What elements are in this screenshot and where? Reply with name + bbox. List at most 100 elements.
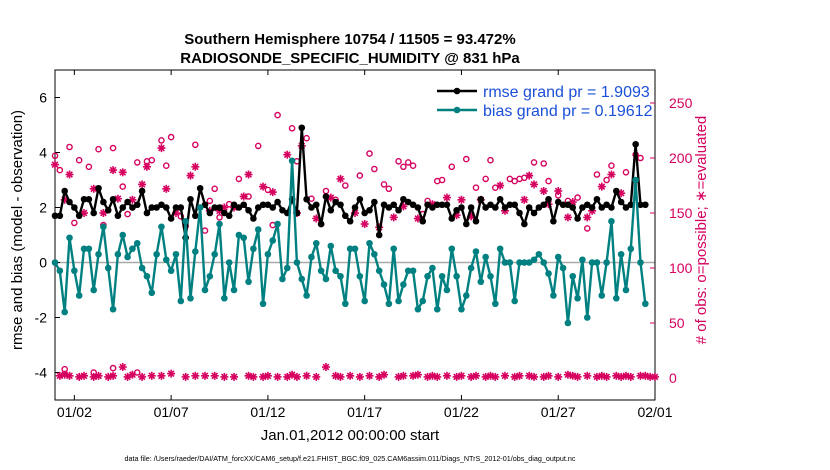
- bias-point: [235, 231, 243, 239]
- bias-point: [516, 259, 523, 266]
- x-tick-label: 02/01: [637, 404, 672, 420]
- bias-point: [559, 264, 567, 272]
- evaluated-asterisk-point: [239, 192, 248, 201]
- evaluated-asterisk-point: [118, 168, 127, 177]
- possible-circle-point: [462, 155, 470, 163]
- bias-point: [254, 226, 262, 233]
- rmse-point: [588, 204, 596, 211]
- bias-point: [85, 245, 93, 253]
- evaluated_low-asterisk-point: [249, 372, 258, 381]
- footnote: data file: /Users/raeder/DAI/ATM_forcXX/…: [125, 454, 576, 463]
- bias-point: [80, 245, 88, 253]
- possible-circle-point: [75, 156, 83, 164]
- possible-circle-point: [574, 194, 581, 201]
- evaluated_low-asterisk-point: [302, 371, 311, 380]
- rmse-point: [366, 206, 373, 214]
- evaluated_low-asterisk-point: [544, 371, 553, 380]
- possible-circle-point: [274, 111, 281, 119]
- rmse-point: [235, 204, 243, 211]
- bias-point: [133, 239, 141, 247]
- rmse-point: [390, 201, 398, 209]
- bias-point: [409, 267, 417, 275]
- rmse-point: [254, 204, 262, 211]
- possible-circle-point: [56, 166, 64, 174]
- possible-circle-point: [448, 163, 456, 171]
- bias-point: [395, 297, 402, 305]
- bias-point: [279, 275, 286, 283]
- rmse-point: [395, 206, 402, 214]
- rmse-point: [472, 217, 480, 225]
- bias-point: [375, 267, 383, 275]
- possible-circle-point: [95, 145, 102, 153]
- rmse-point: [477, 195, 485, 203]
- rmse-point: [158, 201, 165, 209]
- evaluated_low-asterisk-point: [263, 371, 272, 380]
- rmse-point: [317, 220, 325, 228]
- bias-point: [356, 272, 364, 280]
- evaluated_low-asterisk-point: [138, 372, 147, 381]
- x-tick-label: 01/07: [154, 404, 189, 420]
- rmse-point: [453, 206, 460, 214]
- rmse-point: [221, 209, 228, 217]
- rmse-point: [414, 204, 422, 211]
- possible-circle-point: [119, 183, 127, 190]
- rmse-point: [312, 201, 320, 209]
- evaluated_low-asterisk-point: [380, 370, 389, 379]
- bias-point: [327, 242, 335, 250]
- evaluated_low-asterisk-point: [471, 371, 480, 380]
- evaluated-asterisk-point: [530, 180, 539, 189]
- possible-circle-point: [622, 168, 630, 176]
- evaluated_low-asterisk-point: [626, 372, 635, 381]
- possible-circle-point: [109, 144, 117, 152]
- rmse-point: [482, 204, 489, 211]
- rmse-point: [240, 201, 248, 209]
- rmse-point: [230, 201, 238, 209]
- evaluated-asterisk-point: [65, 170, 74, 179]
- possible-circle-point: [385, 185, 393, 193]
- evaluated_low-asterisk-point: [181, 372, 190, 381]
- rmse-point: [516, 209, 523, 217]
- possible-circle-point: [162, 162, 170, 169]
- bias-point: [467, 264, 475, 272]
- legend-label-bias: bias grand pr = 0.19612: [483, 103, 653, 120]
- possible-circle-point: [254, 142, 262, 150]
- evaluated_low-asterisk-point: [94, 371, 103, 380]
- bias-point: [337, 272, 344, 280]
- evaluated_low-asterisk-point: [602, 372, 611, 381]
- possible-circle-point: [540, 160, 548, 167]
- rmse-point: [579, 204, 586, 211]
- rmse-point: [400, 195, 407, 203]
- bias-point: [438, 272, 446, 280]
- bias-point: [332, 267, 339, 275]
- rmse-point: [71, 204, 78, 211]
- evaluated-asterisk-point: [142, 162, 151, 171]
- bias-point: [274, 220, 281, 228]
- bias-point: [182, 217, 189, 225]
- rmse-point: [192, 212, 199, 220]
- rmse-point: [162, 204, 170, 211]
- rmse-point: [133, 201, 141, 209]
- evaluated_low-asterisk-point: [321, 363, 330, 371]
- bias-point: [61, 308, 68, 316]
- evaluated-asterisk-point: [442, 193, 451, 202]
- evaluated_low-asterisk-point: [530, 372, 539, 381]
- rmse-point: [337, 201, 344, 209]
- rmse-point: [269, 204, 277, 211]
- bias-point: [598, 292, 606, 299]
- bias-point: [496, 245, 504, 253]
- chart-title-line1: Southern Hemisphere 10754 / 11505 = 93.4…: [184, 31, 515, 48]
- bias-point: [124, 253, 131, 261]
- evaluated_low-asterisk-point: [220, 372, 229, 381]
- bias-point: [153, 250, 160, 258]
- possible-circle-point: [133, 159, 141, 166]
- evaluated-asterisk-point: [191, 162, 200, 171]
- bias-point: [487, 272, 494, 280]
- bias-point: [617, 250, 625, 258]
- bias-point: [138, 264, 146, 272]
- bias-point: [622, 286, 630, 294]
- bias-point: [603, 259, 610, 266]
- rmse-point: [206, 209, 214, 217]
- evaluated-asterisk-point: [457, 195, 466, 204]
- possible-circle-point: [472, 184, 480, 191]
